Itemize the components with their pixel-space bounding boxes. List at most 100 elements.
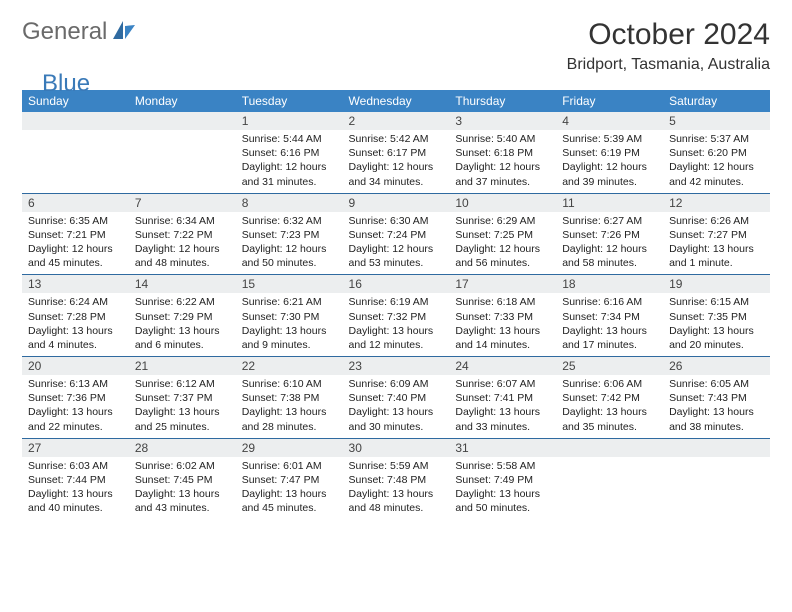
- day-number: [22, 112, 129, 130]
- day-content: Sunrise: 6:18 AMSunset: 7:33 PMDaylight:…: [449, 293, 556, 356]
- sunset-text: Sunset: 7:35 PM: [669, 310, 764, 324]
- weekday-header-row: Sunday Monday Tuesday Wednesday Thursday…: [22, 90, 770, 112]
- day-cell: 16Sunrise: 6:19 AMSunset: 7:32 PMDayligh…: [343, 275, 450, 357]
- day-cell: 18Sunrise: 6:16 AMSunset: 7:34 PMDayligh…: [556, 275, 663, 357]
- week-row: 13Sunrise: 6:24 AMSunset: 7:28 PMDayligh…: [22, 275, 770, 357]
- day-content: [663, 457, 770, 463]
- day-cell: 30Sunrise: 5:59 AMSunset: 7:48 PMDayligh…: [343, 438, 450, 519]
- sunrise-text: Sunrise: 6:16 AM: [562, 295, 657, 309]
- day-content: Sunrise: 6:15 AMSunset: 7:35 PMDaylight:…: [663, 293, 770, 356]
- daylight-text: Daylight: 13 hours and 20 minutes.: [669, 324, 764, 352]
- sunrise-text: Sunrise: 5:59 AM: [349, 459, 444, 473]
- sunset-text: Sunset: 7:25 PM: [455, 228, 550, 242]
- sunset-text: Sunset: 7:32 PM: [349, 310, 444, 324]
- week-row: 20Sunrise: 6:13 AMSunset: 7:36 PMDayligh…: [22, 357, 770, 439]
- day-content: Sunrise: 6:32 AMSunset: 7:23 PMDaylight:…: [236, 212, 343, 275]
- sunrise-text: Sunrise: 6:12 AM: [135, 377, 230, 391]
- daylight-text: Daylight: 13 hours and 45 minutes.: [242, 487, 337, 515]
- day-number: 10: [449, 194, 556, 212]
- daylight-text: Daylight: 13 hours and 25 minutes.: [135, 405, 230, 433]
- sunset-text: Sunset: 7:34 PM: [562, 310, 657, 324]
- day-cell: [556, 438, 663, 519]
- day-content: Sunrise: 5:37 AMSunset: 6:20 PMDaylight:…: [663, 130, 770, 193]
- day-cell: 5Sunrise: 5:37 AMSunset: 6:20 PMDaylight…: [663, 112, 770, 193]
- daylight-text: Daylight: 12 hours and 39 minutes.: [562, 160, 657, 188]
- day-number: 13: [22, 275, 129, 293]
- sunrise-text: Sunrise: 6:10 AM: [242, 377, 337, 391]
- day-number: 23: [343, 357, 450, 375]
- day-number: 8: [236, 194, 343, 212]
- sunset-text: Sunset: 7:30 PM: [242, 310, 337, 324]
- day-content: Sunrise: 6:01 AMSunset: 7:47 PMDaylight:…: [236, 457, 343, 520]
- day-number: 20: [22, 357, 129, 375]
- day-content: Sunrise: 6:03 AMSunset: 7:44 PMDaylight:…: [22, 457, 129, 520]
- day-number: [129, 112, 236, 130]
- sunrise-text: Sunrise: 6:27 AM: [562, 214, 657, 228]
- day-cell: 14Sunrise: 6:22 AMSunset: 7:29 PMDayligh…: [129, 275, 236, 357]
- day-cell: 29Sunrise: 6:01 AMSunset: 7:47 PMDayligh…: [236, 438, 343, 519]
- day-number: 29: [236, 439, 343, 457]
- daylight-text: Daylight: 12 hours and 34 minutes.: [349, 160, 444, 188]
- daylight-text: Daylight: 12 hours and 50 minutes.: [242, 242, 337, 270]
- sunrise-text: Sunrise: 5:40 AM: [455, 132, 550, 146]
- day-content: Sunrise: 6:29 AMSunset: 7:25 PMDaylight:…: [449, 212, 556, 275]
- sunrise-text: Sunrise: 6:05 AM: [669, 377, 764, 391]
- daylight-text: Daylight: 13 hours and 22 minutes.: [28, 405, 123, 433]
- day-cell: 4Sunrise: 5:39 AMSunset: 6:19 PMDaylight…: [556, 112, 663, 193]
- day-content: Sunrise: 6:27 AMSunset: 7:26 PMDaylight:…: [556, 212, 663, 275]
- day-content: Sunrise: 5:42 AMSunset: 6:17 PMDaylight:…: [343, 130, 450, 193]
- day-number: 19: [663, 275, 770, 293]
- daylight-text: Daylight: 13 hours and 12 minutes.: [349, 324, 444, 352]
- day-cell: 26 Sunrise: 6:05 AMSunset: 7:43 PMDayligh…: [663, 357, 770, 439]
- month-title: October 2024: [567, 18, 770, 52]
- sunrise-text: Sunrise: 6:35 AM: [28, 214, 123, 228]
- daylight-text: Daylight: 13 hours and 38 minutes.: [669, 405, 764, 433]
- calendar-body: 1Sunrise: 5:44 AMSunset: 6:16 PMDaylight…: [22, 112, 770, 519]
- day-cell: 6Sunrise: 6:35 AMSunset: 7:21 PMDaylight…: [22, 193, 129, 275]
- daylight-text: Daylight: 13 hours and 9 minutes.: [242, 324, 337, 352]
- day-number: 4: [556, 112, 663, 130]
- daylight-text: Daylight: 13 hours and 1 minute.: [669, 242, 764, 270]
- day-number: 15: [236, 275, 343, 293]
- day-content: Sunrise: 6:24 AMSunset: 7:28 PMDaylight:…: [22, 293, 129, 356]
- daylight-text: Daylight: 13 hours and 43 minutes.: [135, 487, 230, 515]
- sunset-text: Sunset: 7:43 PM: [669, 391, 764, 405]
- sunset-text: Sunset: 6:18 PM: [455, 146, 550, 160]
- day-number: 17: [449, 275, 556, 293]
- day-cell: 15Sunrise: 6:21 AMSunset: 7:30 PMDayligh…: [236, 275, 343, 357]
- day-cell: [22, 112, 129, 193]
- day-cell: 9Sunrise: 6:30 AMSunset: 7:24 PMDaylight…: [343, 193, 450, 275]
- day-number: [663, 439, 770, 457]
- sunrise-text: Sunrise: 6:24 AM: [28, 295, 123, 309]
- daylight-text: Daylight: 12 hours and 42 minutes.: [669, 160, 764, 188]
- day-content: Sunrise: 6:13 AMSunset: 7:36 PMDaylight:…: [22, 375, 129, 438]
- day-cell: 10Sunrise: 6:29 AMSunset: 7:25 PMDayligh…: [449, 193, 556, 275]
- day-content: Sunrise: 5:40 AMSunset: 6:18 PMDaylight:…: [449, 130, 556, 193]
- sunset-text: Sunset: 7:26 PM: [562, 228, 657, 242]
- location-text: Bridport, Tasmania, Australia: [567, 56, 770, 74]
- day-cell: 28Sunrise: 6:02 AMSunset: 7:45 PMDayligh…: [129, 438, 236, 519]
- day-number: 22: [236, 357, 343, 375]
- day-cell: 2Sunrise: 5:42 AMSunset: 6:17 PMDaylight…: [343, 112, 450, 193]
- day-number: 26: [663, 357, 770, 375]
- daylight-text: Daylight: 13 hours and 17 minutes.: [562, 324, 657, 352]
- week-row: 27Sunrise: 6:03 AMSunset: 7:44 PMDayligh…: [22, 438, 770, 519]
- day-cell: [129, 112, 236, 193]
- day-content: Sunrise: 6:19 AMSunset: 7:32 PMDaylight:…: [343, 293, 450, 356]
- sunset-text: Sunset: 7:38 PM: [242, 391, 337, 405]
- day-content: [129, 130, 236, 136]
- sunset-text: Sunset: 7:48 PM: [349, 473, 444, 487]
- day-number: 11: [556, 194, 663, 212]
- sunset-text: Sunset: 7:41 PM: [455, 391, 550, 405]
- sunset-text: Sunset: 7:33 PM: [455, 310, 550, 324]
- daylight-text: Daylight: 13 hours and 14 minutes.: [455, 324, 550, 352]
- day-cell: 27Sunrise: 6:03 AMSunset: 7:44 PMDayligh…: [22, 438, 129, 519]
- daylight-text: Daylight: 13 hours and 33 minutes.: [455, 405, 550, 433]
- day-content: Sunrise: 6:22 AMSunset: 7:29 PMDaylight:…: [129, 293, 236, 356]
- daylight-text: Daylight: 13 hours and 35 minutes.: [562, 405, 657, 433]
- col-tuesday: Tuesday: [236, 90, 343, 112]
- brand-logo: General: [22, 18, 139, 46]
- day-cell: 19Sunrise: 6:15 AMSunset: 7:35 PMDayligh…: [663, 275, 770, 357]
- day-cell: [663, 438, 770, 519]
- day-content: Sunrise: 6:10 AMSunset: 7:38 PMDaylight:…: [236, 375, 343, 438]
